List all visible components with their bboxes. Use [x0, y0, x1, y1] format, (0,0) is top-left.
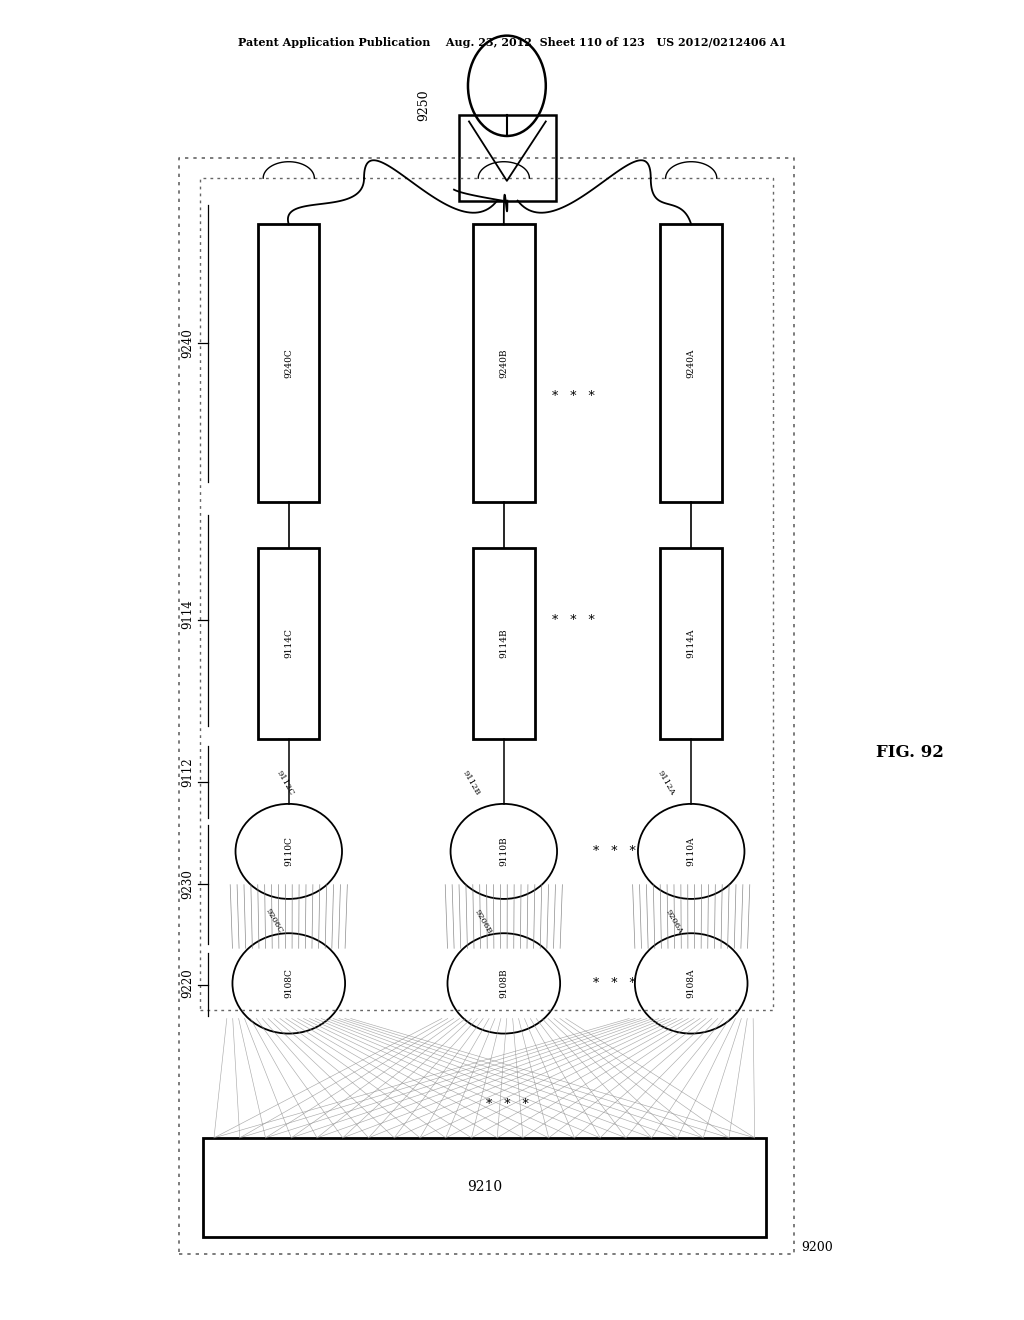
- Text: 9110B: 9110B: [500, 837, 508, 866]
- Bar: [459, 115, 556, 201]
- Text: 9108A: 9108A: [687, 969, 695, 998]
- Text: 9114A: 9114A: [687, 628, 695, 659]
- Bar: [473, 224, 535, 502]
- Text: 9240B: 9240B: [500, 348, 508, 378]
- Text: 9210: 9210: [467, 1180, 502, 1195]
- Ellipse shape: [236, 804, 342, 899]
- Text: 9206A: 9206A: [664, 908, 684, 935]
- Text: 9220: 9220: [181, 969, 195, 998]
- Text: 9206B: 9206B: [473, 908, 494, 935]
- Text: 9110A: 9110A: [687, 837, 695, 866]
- Text: *   *   *: * * *: [552, 614, 595, 627]
- Bar: [660, 224, 722, 502]
- Ellipse shape: [232, 933, 345, 1034]
- Text: 9112C: 9112C: [274, 768, 295, 797]
- Text: *   *   *: * * *: [485, 1098, 528, 1111]
- Bar: [258, 548, 319, 739]
- Ellipse shape: [638, 804, 744, 899]
- Text: 9240C: 9240C: [285, 348, 293, 378]
- Text: 9114B: 9114B: [500, 628, 508, 659]
- Text: 9110C: 9110C: [285, 837, 293, 866]
- Text: *   *   *: * * *: [593, 977, 636, 990]
- Text: 9240A: 9240A: [687, 348, 695, 378]
- Bar: [203, 1138, 766, 1237]
- Text: 9114: 9114: [181, 599, 195, 628]
- Text: 9108C: 9108C: [285, 969, 293, 998]
- Text: 9112A: 9112A: [655, 770, 676, 796]
- Text: 9114C: 9114C: [285, 628, 293, 659]
- Bar: [660, 548, 722, 739]
- Ellipse shape: [635, 933, 748, 1034]
- Text: Patent Application Publication    Aug. 23, 2012  Sheet 110 of 123   US 2012/0212: Patent Application Publication Aug. 23, …: [238, 37, 786, 48]
- Text: 9112: 9112: [181, 758, 195, 787]
- Text: 9200: 9200: [801, 1241, 833, 1254]
- Text: 9230: 9230: [181, 870, 195, 899]
- Text: 9240: 9240: [181, 329, 195, 358]
- Text: FIG. 92: FIG. 92: [876, 744, 943, 760]
- Text: *   *   *: * * *: [552, 389, 595, 403]
- Text: 9250: 9250: [417, 90, 430, 121]
- Bar: [258, 224, 319, 502]
- Ellipse shape: [451, 804, 557, 899]
- Text: *   *   *: * * *: [593, 845, 636, 858]
- Text: 9206C: 9206C: [264, 907, 285, 936]
- Ellipse shape: [447, 933, 560, 1034]
- Text: 9112B: 9112B: [461, 768, 481, 797]
- Text: 9108B: 9108B: [500, 969, 508, 998]
- Bar: [473, 548, 535, 739]
